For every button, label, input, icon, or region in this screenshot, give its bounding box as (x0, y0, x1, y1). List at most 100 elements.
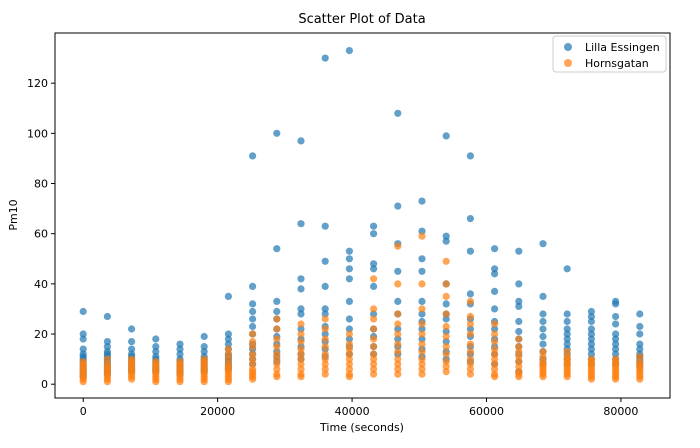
data-point (273, 365, 281, 373)
y-tick-label: 60 (34, 228, 48, 241)
legend-marker-hornsgatan (564, 59, 572, 67)
data-point (224, 340, 232, 348)
data-point (418, 305, 426, 313)
data-point (176, 350, 184, 358)
data-point (442, 237, 450, 245)
data-point (442, 132, 450, 140)
data-point (466, 330, 474, 338)
data-point (79, 330, 87, 338)
legend-label-hornsgatan: Hornsgatan (585, 57, 649, 70)
data-point (491, 325, 499, 333)
y-tick-label: 20 (34, 328, 48, 341)
data-point (515, 297, 523, 305)
data-point (466, 297, 474, 305)
data-point (466, 348, 474, 356)
data-point (370, 315, 378, 323)
data-point (442, 280, 450, 288)
data-point (345, 315, 353, 323)
data-point (491, 360, 499, 368)
data-point (79, 335, 87, 343)
data-point (345, 325, 353, 333)
data-point (345, 47, 353, 55)
data-point (515, 335, 523, 343)
data-point (491, 287, 499, 295)
data-point (394, 325, 402, 333)
data-point (273, 245, 281, 253)
data-point (442, 350, 450, 358)
data-point (273, 307, 281, 316)
data-point (563, 348, 571, 356)
data-point (249, 315, 257, 323)
data-point (612, 375, 620, 383)
data-point (394, 335, 402, 343)
data-point (491, 345, 499, 353)
chart-title: Scatter Plot of Data (298, 12, 425, 27)
data-point (345, 355, 353, 363)
data-point (370, 343, 378, 351)
data-point (466, 215, 474, 223)
data-point (515, 327, 523, 336)
data-point (297, 360, 305, 368)
data-point (370, 310, 378, 318)
data-point (370, 305, 378, 313)
data-point (79, 307, 87, 316)
data-point (249, 307, 257, 316)
data-point (491, 365, 499, 373)
data-point (491, 270, 499, 278)
data-point (442, 310, 450, 318)
data-point (491, 245, 499, 253)
data-point (79, 345, 87, 353)
data-point (321, 350, 329, 358)
data-point (466, 152, 474, 160)
data-point (273, 335, 281, 343)
data-point (418, 340, 426, 348)
data-point (345, 345, 353, 353)
data-point (345, 373, 353, 381)
data-point (345, 265, 353, 273)
data-point (587, 325, 596, 333)
data-point (442, 358, 450, 366)
data-point (587, 307, 596, 316)
plot-frame (54, 32, 671, 399)
data-point (394, 360, 402, 368)
data-point (466, 370, 474, 378)
data-point (515, 373, 523, 381)
legend: Lilla Essingen Hornsgatan (552, 35, 667, 73)
data-point (103, 312, 111, 321)
data-point (394, 267, 402, 275)
data-point (418, 227, 426, 235)
data-point (563, 265, 571, 273)
data-point (515, 353, 523, 361)
data-point (563, 310, 571, 318)
data-point (321, 355, 329, 363)
data-point (370, 350, 378, 358)
data-point (466, 320, 474, 328)
data-point (224, 330, 232, 338)
data-point (442, 300, 450, 308)
data-point (539, 353, 547, 361)
data-point (442, 257, 450, 265)
data-point (612, 340, 620, 348)
data-point (442, 292, 450, 300)
y-tick-label: 0 (41, 378, 48, 391)
data-point (297, 220, 305, 228)
data-point (249, 375, 257, 383)
data-point (539, 310, 547, 318)
data-point (273, 297, 281, 305)
data-point (273, 350, 281, 358)
data-point (321, 54, 329, 62)
data-point (587, 317, 596, 326)
data-point (128, 345, 136, 353)
data-point (103, 355, 111, 363)
data-point (249, 282, 257, 290)
data-point (370, 370, 378, 378)
data-point (321, 257, 329, 265)
data-point (103, 338, 111, 346)
data-point (321, 335, 329, 343)
data-point (612, 330, 620, 338)
data-point (345, 360, 353, 368)
data-point (612, 312, 620, 321)
data-point (612, 320, 620, 328)
data-point (321, 310, 329, 318)
data-point (515, 358, 523, 366)
